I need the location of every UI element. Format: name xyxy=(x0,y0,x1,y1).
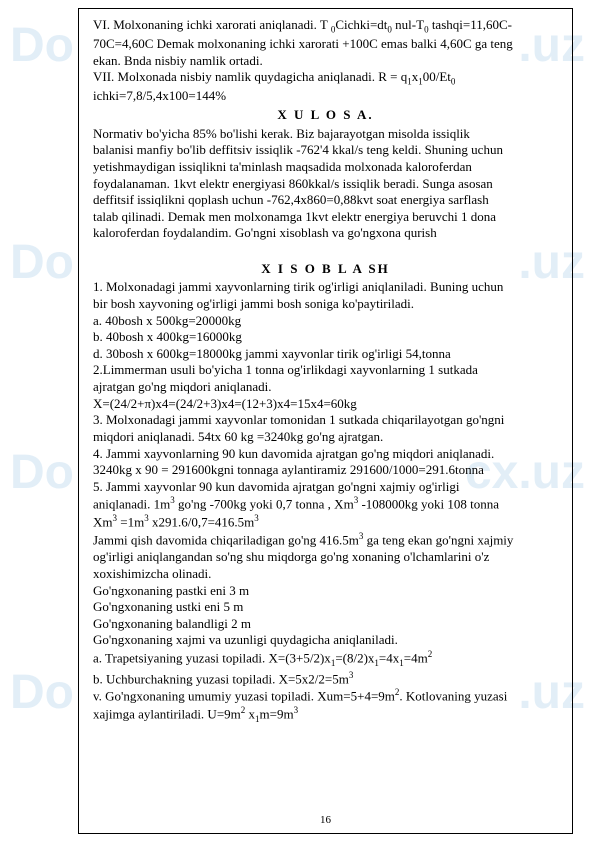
body-text: 2.Limmerman usuli bo'yicha 1 tonna og'ir… xyxy=(93,362,558,379)
text: VII. Molxonada nisbiy namlik quydagicha … xyxy=(93,69,407,84)
body-text: 4. Jammi xayvonlarning 90 kun davomida a… xyxy=(93,446,558,463)
body-text: og'irligi aniqlangandan so'ng shu miqdor… xyxy=(93,549,558,566)
text: =4m xyxy=(404,650,428,665)
subscript: 0 xyxy=(451,77,456,87)
body-text: VI. Molxonaning ichki xarorati aniqlanad… xyxy=(93,17,558,36)
watermark: Do xyxy=(10,18,74,73)
body-text: X=(24/2+π)x4=(24/2+3)x4=(12+3)x4=15x4=60… xyxy=(93,396,558,413)
watermark: Do xyxy=(10,665,74,720)
body-text: 3240kg x 90 = 291600kgni tonnaga aylanti… xyxy=(93,462,558,479)
superscript: 2 xyxy=(428,649,433,659)
watermark: Do xyxy=(10,235,74,290)
text: x xyxy=(245,707,255,722)
body-text: ekan. Bnda nisbiy namlik ortadi. xyxy=(93,53,558,70)
text: -108000kg yoki 108 tonna xyxy=(358,497,499,512)
text: . Kotlovaning yuzasi xyxy=(399,689,507,704)
body-text: bir bosh xayvoning og'irligi jammi bosh … xyxy=(93,296,558,313)
text: tashqi=11,60C- xyxy=(429,17,512,32)
text: =(8/2)x xyxy=(335,650,374,665)
text: go'ng -700kg yoki 0,7 tonna , Xm xyxy=(175,497,354,512)
body-text: ajratgan go'ng miqdori aniqlanadi. xyxy=(93,379,558,396)
body-text: xajimga aylantiriladi. U=9m2 x1m=9m3 xyxy=(93,705,558,725)
superscript: 3 xyxy=(254,513,259,523)
text: =1m xyxy=(117,515,144,530)
body-text: v. Go'ngxonaning umumiy yuzasi topiladi.… xyxy=(93,687,558,705)
superscript: 3 xyxy=(294,705,299,715)
body-text: 5. Jammi xayvonlar 90 kun davomida ajrat… xyxy=(93,479,558,496)
body-text: 70C=4,60C Demak molxonaning ichki xarora… xyxy=(93,36,558,53)
body-text: Go'ngxonaning pastki eni 3 m xyxy=(93,583,558,600)
text: m=9m xyxy=(260,707,294,722)
heading-xulosa: X U L O S A. xyxy=(93,107,558,124)
text: nul-T xyxy=(392,17,424,32)
body-text: b. 40bosh x 400kg=16000kg xyxy=(93,329,558,346)
text: Jammi qish davomida chiqariladigan go'ng… xyxy=(93,533,359,548)
text: aniqlanadi. 1m xyxy=(93,497,170,512)
body-text: yetishmaydigan issiqlikni ta'minlash maq… xyxy=(93,159,558,176)
page-number: 16 xyxy=(79,813,572,827)
text: xajimga aylantiriladi. U=9m xyxy=(93,707,241,722)
body-text: Jammi qish davomida chiqariladigan go'ng… xyxy=(93,531,558,549)
text: b. Uchburchakning yuzasi topiladi. X=5x2… xyxy=(93,671,349,686)
text: v. Go'ngxonaning umumiy yuzasi topiladi.… xyxy=(93,689,395,704)
text: VI. Molxonaning ichki xarorati aniqlanad… xyxy=(93,17,331,32)
body-text: aniqlanadi. 1m3 go'ng -700kg yoki 0,7 to… xyxy=(93,495,558,513)
body-text: Xm3 =1m3 x291.6/0,7=416.5m3 xyxy=(93,513,558,531)
body-text: talab qilinadi. Demak men molxonamga 1kv… xyxy=(93,209,558,226)
body-text: foydalanaman. 1kvt elektr energiyasi 860… xyxy=(93,176,558,193)
text: =4x xyxy=(379,650,399,665)
body-text: 1. Molxonadagi jammi xayvonlarning tirik… xyxy=(93,279,558,296)
text: a. Trapetsiyaning yuzasi topiladi. X=(3+… xyxy=(93,650,331,665)
text: ga teng ekan go'ngni xajmiy xyxy=(363,533,513,548)
body-text: Go'ngxonaning ustki eni 5 m xyxy=(93,599,558,616)
text: 00/Et xyxy=(423,69,451,84)
body-text: deffitsif issiqlikni qoplash uchun -762,… xyxy=(93,192,558,209)
text: x291.6/0,7=416.5m xyxy=(149,515,255,530)
superscript: 3 xyxy=(349,670,354,680)
watermark: Do xyxy=(10,445,74,500)
body-text: VII. Molxonada nisbiy namlik quydagicha … xyxy=(93,69,558,88)
body-text: 3. Molxonadagi jammi xayvonlar tomonidan… xyxy=(93,412,558,429)
body-text: balanisi manfiy bo'lib deffitsiv issiqli… xyxy=(93,142,558,159)
body-text: xoxishimizcha olinadi. xyxy=(93,566,558,583)
body-text: b. Uchburchakning yuzasi topiladi. X=5x2… xyxy=(93,670,558,688)
body-text: miqdori aniqlanadi. 54tx 60 kg =3240kg g… xyxy=(93,429,558,446)
page-frame: VI. Molxonaning ichki xarorati aniqlanad… xyxy=(78,8,573,834)
text: Cichki=dt xyxy=(335,17,387,32)
body-text: a. 40bosh x 500kg=20000kg xyxy=(93,313,558,330)
body-text: d. 30bosh x 600kg=18000kg jammi xayvonla… xyxy=(93,346,558,363)
body-text: kaloroferdan foydalandim. Go'ngni xisobl… xyxy=(93,225,558,242)
body-text: Go'ngxonaning xajmi va uzunligi quydagic… xyxy=(93,632,558,649)
body-text: ichki=7,8/5,4x100=144% xyxy=(93,88,558,105)
body-text: Normativ bo'yicha 85% bo'lishi kerak. Bi… xyxy=(93,126,558,143)
heading-xisoblash: X I S O B L A SH xyxy=(93,261,558,278)
blank-line xyxy=(93,242,558,259)
text: Xm xyxy=(93,515,113,530)
body-text: a. Trapetsiyaning yuzasi topiladi. X=(3+… xyxy=(93,649,558,669)
body-text: Go'ngxonaning balandligi 2 m xyxy=(93,616,558,633)
